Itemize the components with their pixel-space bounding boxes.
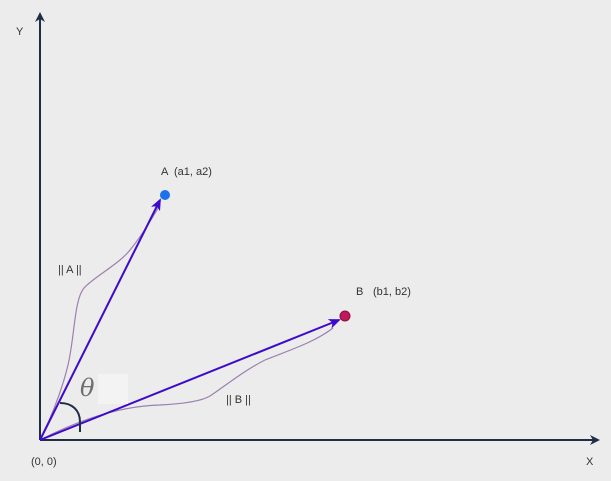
point-b-name: B [356, 286, 363, 298]
angle-theta-label: θ [80, 374, 95, 402]
point-a-coords: (a1, a2) [174, 166, 212, 178]
angle-arc [59, 402, 81, 432]
x-axis-label: X [586, 456, 594, 468]
theta-box [98, 374, 128, 404]
norm-a-brace [41, 204, 161, 437]
norm-a-label: || A || [58, 264, 82, 276]
vector-a [39, 198, 161, 441]
y-axis-label: Y [16, 26, 24, 38]
vector-b [39, 319, 341, 441]
origin-label: (0, 0) [31, 456, 57, 468]
point-b-coords: (b1, b2) [373, 286, 411, 298]
point-a-name: A [161, 166, 169, 178]
norm-b-label: || B || [226, 394, 251, 406]
point-b [339, 310, 351, 322]
point-a [160, 190, 170, 200]
